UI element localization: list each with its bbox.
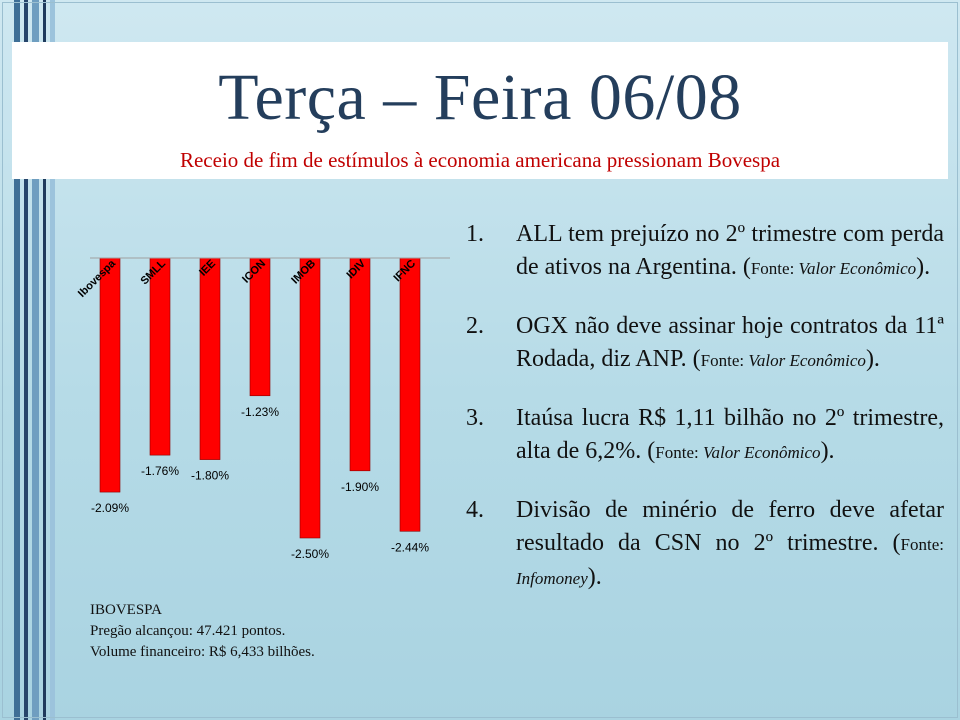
- news-close: ).: [820, 438, 835, 464]
- value-label: -1.76%: [141, 464, 179, 478]
- news-text: Itaúsa lucra R$ 1,11 bilhão no 2º trimes…: [516, 405, 944, 464]
- news-source-label: Fonte:: [750, 259, 799, 278]
- bar-imob: [299, 257, 321, 539]
- news-text: Divisão de minério de ferro deve afetar …: [516, 497, 944, 556]
- decor-stripe: [50, 0, 55, 720]
- news-close: ).: [587, 564, 602, 590]
- page-subtitle: Receio de fim de estímulos à economia am…: [179, 148, 781, 172]
- bar-ibovespa: [99, 257, 121, 493]
- news-text: ALL tem prejuízo no 2º trimestre com per…: [516, 221, 944, 280]
- ibovespa-note-points: Pregão alcançou: 47.421 pontos.: [90, 623, 286, 639]
- value-label: -2.44%: [391, 540, 429, 554]
- decor-stripe: [24, 0, 28, 720]
- value-label: -2.50%: [291, 547, 329, 561]
- bar-ifnc: [399, 257, 421, 532]
- news-source: Infomoney: [516, 569, 588, 588]
- index-bar-chart: Ibovespa-2.09%SMLL-1.76%IEE-1.80%ICON-1.…: [76, 257, 450, 561]
- value-label: -1.23%: [241, 405, 279, 419]
- news-source: Valor Econômico: [748, 351, 866, 370]
- news-source: Valor Econômico: [798, 259, 917, 278]
- ibovespa-note-title: IBOVESPA: [90, 602, 162, 618]
- news-number: 4.: [466, 497, 484, 523]
- news-number: 3.: [466, 405, 484, 431]
- bar-idiv: [349, 257, 371, 472]
- news-item: 1. ALL tem prejuízo no 2º trimestre com …: [466, 218, 944, 285]
- news-text: OGX não deve assinar hoje contratos da 1…: [516, 313, 944, 372]
- decor-stripe: [43, 0, 46, 720]
- bar-smll: [149, 257, 171, 456]
- ibovespa-note-volume: Volume financeiro: R$ 6,433 bilhões.: [90, 644, 315, 660]
- news-list: 1. ALL tem prejuízo no 2º trimestre com …: [466, 218, 944, 620]
- news-source: Valor Econômico: [702, 443, 821, 462]
- ibovespa-summary: IBOVESPA Pregão alcançou: 47.421 pontos.…: [90, 600, 315, 663]
- decor-stripe: [32, 0, 39, 720]
- value-label: -2.09%: [91, 501, 129, 515]
- page-title: Terça – Feira 06/08: [218, 61, 742, 134]
- title-panel: [12, 42, 948, 179]
- news-source-label: Fonte:: [900, 535, 944, 554]
- decor-stripe: [14, 0, 20, 720]
- news-item: 3. Itaúsa lucra R$ 1,11 bilhão no 2º tri…: [466, 402, 944, 469]
- news-source-label: Fonte:: [655, 443, 703, 462]
- news-source-label: Fonte:: [700, 351, 749, 370]
- bar-iee: [199, 257, 221, 460]
- news-number: 1.: [466, 221, 484, 247]
- value-label: -1.80%: [191, 469, 229, 483]
- news-close: ).: [865, 346, 880, 372]
- news-close: ).: [916, 254, 931, 280]
- news-item: 2. OGX não deve assinar hoje contratos d…: [466, 310, 944, 377]
- news-number: 2.: [466, 313, 484, 339]
- value-label: -1.90%: [341, 480, 379, 494]
- news-item: 4. Divisão de minério de ferro deve afet…: [466, 494, 944, 595]
